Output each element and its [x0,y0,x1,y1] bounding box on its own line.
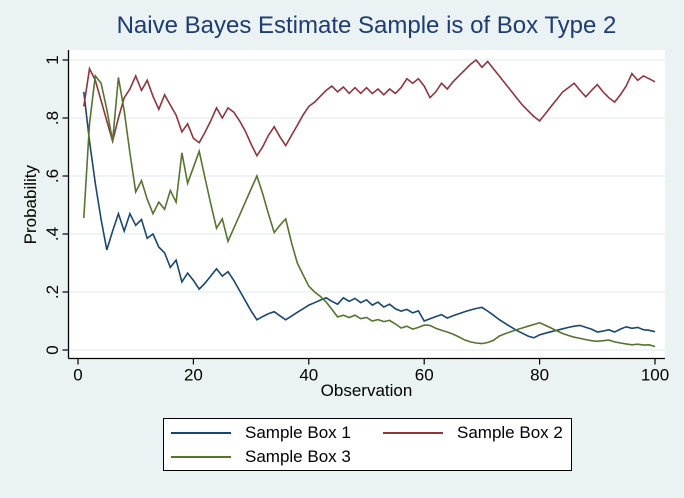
legend-item-sample-box-2: Sample Box 2 [383,423,571,443]
y-tick-label: .4 [43,227,62,241]
x-tick-label: 60 [415,366,434,385]
legend-label-sample-box-3: Sample Box 3 [245,446,351,466]
y-axis-title-wrap: Probability [21,60,40,350]
y-tick-label: .2 [43,285,62,299]
y-tick-label: .8 [43,111,62,125]
y-tick-label: 0 [43,345,62,354]
x-tick-label: 100 [641,366,669,385]
legend-line-sample-box-2-icon [383,431,443,434]
x-tick-label: 20 [184,366,203,385]
x-tick-label: 80 [530,366,549,385]
series-line-3 [83,73,656,348]
legend-line-sample-box-3-icon [171,455,231,458]
x-tick-label: 0 [73,366,82,385]
y-axis-title: Probability [21,165,40,245]
y-tick-label: .6 [43,169,62,183]
legend-item-sample-box-1: Sample Box 1 [171,423,383,443]
series-line-2 [83,58,656,158]
chart-title: Naive Bayes Estimate Sample is of Box Ty… [116,12,617,39]
legend-label-sample-box-1: Sample Box 1 [245,422,351,442]
series-line-1 [83,91,656,339]
x-axis-title: Observation [320,381,413,400]
legend-label-sample-box-2: Sample Box 2 [457,422,563,442]
legend-line-sample-box-1-icon [171,431,231,434]
legend: Sample Box 1 Sample Box 2 Sample Box 3 [163,418,572,471]
y-tick-label: 1 [43,55,62,64]
legend-item-sample-box-3: Sample Box 3 [171,447,383,467]
x-tick-label: 40 [299,366,318,385]
